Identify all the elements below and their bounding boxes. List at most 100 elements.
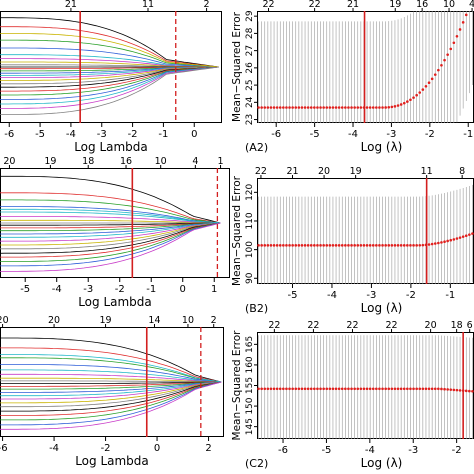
coef-path xyxy=(0,369,222,383)
coef-path xyxy=(0,381,222,412)
mse-point xyxy=(421,88,425,91)
x-tick-label: -5 xyxy=(310,129,320,140)
mse-point xyxy=(458,389,462,392)
y-tick-label: 160 xyxy=(245,356,255,373)
mse-point xyxy=(306,106,310,109)
coef-path xyxy=(0,357,222,383)
mse-point xyxy=(406,100,409,103)
mse-point xyxy=(340,244,344,247)
mse-point xyxy=(437,387,440,391)
mse-point xyxy=(319,387,322,391)
mse-point xyxy=(427,81,431,85)
mse-point xyxy=(430,77,434,81)
coef-path xyxy=(0,381,222,390)
mse-point xyxy=(334,387,338,391)
mse-point xyxy=(328,106,332,109)
top-tick-label: 21 xyxy=(286,166,298,177)
mse-point xyxy=(433,242,437,245)
mse-point xyxy=(316,244,319,247)
top-tick-label: 10 xyxy=(155,156,167,167)
plot-frame xyxy=(257,11,474,123)
mse-point xyxy=(461,235,465,238)
y-axis-label: Mean−Squared Error xyxy=(231,11,243,122)
x-tick-label: -1 xyxy=(158,129,168,140)
y-tick-label: 28 xyxy=(245,27,255,39)
y-tick-label: 24 xyxy=(245,96,255,108)
panel-label: (C2) xyxy=(245,457,268,470)
top-tick-label: 2 xyxy=(204,0,210,10)
mse-point xyxy=(285,387,288,391)
top-tick-label: 20 xyxy=(3,156,15,167)
y-tick-label: 110 xyxy=(245,212,255,229)
plot-frame xyxy=(257,332,474,439)
mse-point xyxy=(319,106,322,109)
top-tick-label: 22 xyxy=(307,320,319,331)
mse-point xyxy=(446,53,449,56)
mse-point xyxy=(285,106,288,109)
mse-point xyxy=(353,106,356,109)
mse-point xyxy=(269,244,273,247)
mse-point xyxy=(297,244,301,247)
mse-point xyxy=(294,244,298,247)
mse-point xyxy=(325,106,329,109)
mse-point xyxy=(409,387,412,391)
mse-point xyxy=(409,98,412,102)
mse-point xyxy=(452,41,456,45)
mse-point xyxy=(260,106,263,109)
coef-path xyxy=(0,337,222,383)
top-tick-label: 22 xyxy=(262,0,274,10)
top-tick-label: 21 xyxy=(65,0,77,10)
top-tick-label: 20 xyxy=(318,166,330,177)
plot-area xyxy=(0,168,221,278)
mse-point xyxy=(418,91,422,94)
x-tick-label: -5 xyxy=(35,129,45,140)
mse-point xyxy=(427,243,431,246)
coef-path xyxy=(0,381,222,393)
mse-point xyxy=(440,63,443,67)
mse-point xyxy=(275,106,279,109)
mse-point xyxy=(263,244,267,247)
mse-point xyxy=(316,387,319,391)
coef-path xyxy=(0,381,222,400)
x-tick-label: -6 xyxy=(278,445,288,456)
mse-point xyxy=(381,244,384,247)
mse-point xyxy=(297,106,301,109)
coef-path xyxy=(0,381,222,430)
mse-point xyxy=(433,387,437,391)
mse-point xyxy=(412,96,415,99)
mse-point xyxy=(468,389,471,393)
mse-point xyxy=(353,387,356,391)
coef-path xyxy=(0,206,221,224)
mse-point xyxy=(337,244,341,247)
mse-point xyxy=(272,106,276,109)
mse-point xyxy=(319,244,322,247)
coef-path xyxy=(0,17,219,68)
coef-path xyxy=(0,222,221,229)
mse-point xyxy=(322,387,325,391)
mse-point xyxy=(390,105,394,109)
mse-point xyxy=(384,387,387,391)
mse-point xyxy=(368,387,372,391)
mse-point xyxy=(443,58,446,62)
mse-point xyxy=(402,244,406,247)
top-tick-label: 16 xyxy=(416,0,428,10)
coef-path xyxy=(0,192,221,224)
mse-point xyxy=(375,387,378,391)
mse-point xyxy=(412,387,415,391)
mse-point xyxy=(406,244,409,247)
mse-point xyxy=(449,238,453,242)
mse-point xyxy=(393,387,397,391)
top-tick-label: 18 xyxy=(451,320,463,331)
x-tick-label: -1 xyxy=(146,284,156,295)
mse-point xyxy=(393,244,397,247)
x-tick-label: 0 xyxy=(191,129,197,140)
mse-point xyxy=(381,387,384,391)
top-tick-label: 20 xyxy=(48,315,60,326)
x-tick-label: -3 xyxy=(97,129,107,140)
mse-point xyxy=(278,387,282,391)
top-tick-label: 21 xyxy=(347,0,359,10)
mse-point xyxy=(359,387,363,391)
mse-point xyxy=(387,105,391,109)
panel-a1: -6 -5 -4 -3 -2 -1 0 21 11 2 Log Lambda xyxy=(0,0,222,154)
